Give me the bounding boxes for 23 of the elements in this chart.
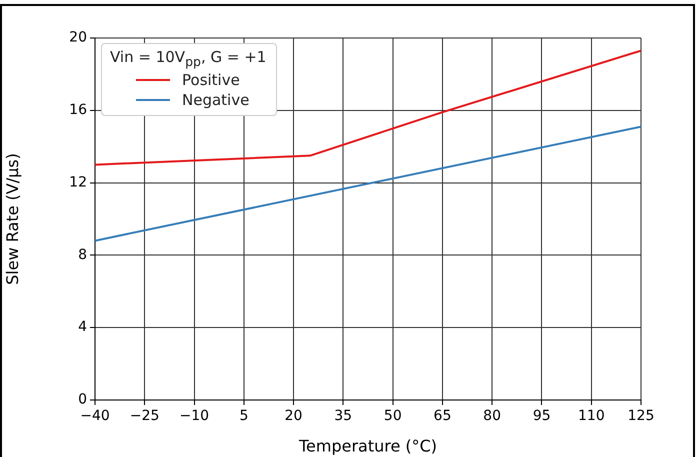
y-tick-label: 16 [69,102,88,118]
x-tick-label: 110 [578,408,605,424]
legend-label: Negative [182,91,250,109]
y-axis-title: Slew Rate (V/μs) [2,153,22,285]
x-tick-label: 5 [239,408,248,424]
x-axis-title: Temperature (°C) [298,436,438,456]
legend-title: Vin = 10V$_{pp}$, G = +1 [110,48,266,69]
y-tick-label: 0 [78,392,87,408]
x-tick-label: 65 [434,408,452,424]
x-tick-label: 125 [628,408,654,424]
y-tick-label: 20 [69,30,87,46]
x-tick-label: −10 [180,408,210,424]
x-tick-label: 20 [284,408,302,424]
y-tick-label: 4 [78,319,88,336]
x-tick-label: 35 [334,408,352,424]
x-tick-label: 80 [483,408,502,424]
x-tick-label: 95 [532,408,551,424]
y-tick-label: 12 [69,174,87,190]
x-tick-label: −40 [80,408,110,424]
y-tick-label: 8 [78,246,87,263]
legend-label: Positive [182,71,240,89]
x-tick-label: −25 [130,408,160,424]
x-tick-label: 50 [384,408,402,424]
